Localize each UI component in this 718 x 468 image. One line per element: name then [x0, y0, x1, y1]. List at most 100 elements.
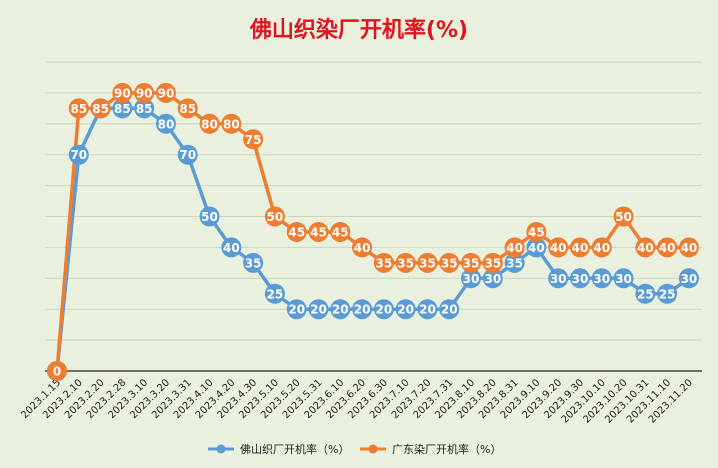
legend-entry: 佛山织厂开机率（%） [240, 442, 349, 456]
data-label: 0 [53, 365, 61, 379]
data-point [243, 252, 264, 273]
data-label: 20 [441, 303, 458, 317]
data-label: 35 [376, 256, 393, 270]
data-label: 30 [484, 272, 501, 286]
data-point [286, 299, 307, 320]
data-label: 85 [136, 102, 153, 116]
data-label: 85 [70, 102, 87, 116]
legend-marker [216, 444, 226, 454]
data-label: 50 [615, 210, 632, 224]
data-point [112, 82, 133, 103]
data-label: 80 [223, 117, 240, 131]
data-point [613, 206, 634, 227]
data-label: 85 [92, 102, 109, 116]
data-point [352, 237, 373, 258]
data-point [461, 252, 482, 273]
data-point [417, 252, 438, 273]
data-point [221, 237, 242, 258]
data-point [657, 237, 678, 258]
data-label: 40 [506, 241, 523, 255]
data-label: 20 [332, 303, 349, 317]
data-label: 30 [463, 272, 480, 286]
data-label: 35 [419, 256, 436, 270]
data-point [395, 252, 416, 273]
data-label: 80 [158, 117, 175, 131]
data-point [569, 268, 590, 289]
legend-marker [368, 444, 378, 454]
data-label: 20 [419, 303, 436, 317]
data-point [591, 237, 612, 258]
data-point [177, 144, 198, 165]
data-point [286, 221, 307, 242]
data-point [591, 268, 612, 289]
data-label: 50 [267, 210, 284, 224]
data-label: 25 [637, 287, 654, 301]
data-label: 35 [506, 256, 523, 270]
data-label: 30 [615, 272, 632, 286]
data-point [569, 237, 590, 258]
data-label: 40 [572, 241, 589, 255]
data-point [373, 299, 394, 320]
data-point [613, 268, 634, 289]
data-point [68, 144, 89, 165]
data-point [678, 237, 699, 258]
data-label: 40 [223, 241, 240, 255]
data-point [112, 98, 133, 119]
data-label: 25 [267, 287, 284, 301]
data-point [330, 299, 351, 320]
data-label: 90 [158, 86, 175, 100]
data-label: 35 [484, 256, 501, 270]
data-point [373, 252, 394, 273]
legend-entry: 广东染厂开机率（%） [392, 442, 501, 456]
data-point [504, 237, 525, 258]
data-point [482, 252, 503, 273]
data-point [264, 206, 285, 227]
chart-title: 佛山织染厂开机率(%) [249, 18, 469, 43]
data-label: 25 [659, 287, 676, 301]
data-point [221, 113, 242, 134]
data-label: 30 [550, 272, 567, 286]
data-label: 30 [593, 272, 610, 286]
data-point [177, 98, 198, 119]
data-point [526, 221, 547, 242]
series-line [55, 91, 689, 372]
data-label: 45 [310, 225, 327, 239]
data-point [264, 283, 285, 304]
data-point [548, 237, 569, 258]
data-point [352, 299, 373, 320]
data-point [395, 299, 416, 320]
data-label: 35 [441, 256, 458, 270]
data-point [199, 113, 220, 134]
data-point [482, 268, 503, 289]
data-point [657, 283, 678, 304]
data-point [439, 299, 460, 320]
data-label: 70 [179, 148, 196, 162]
data-label: 45 [288, 225, 305, 239]
data-label: 90 [114, 86, 131, 100]
data-label: 40 [593, 241, 610, 255]
data-label: 35 [463, 256, 480, 270]
data-label: 50 [201, 210, 218, 224]
data-label: 20 [397, 303, 414, 317]
data-label: 90 [136, 86, 153, 100]
data-point [68, 98, 89, 119]
data-point [678, 268, 699, 289]
data-point [134, 82, 155, 103]
data-point [461, 268, 482, 289]
data-label: 30 [681, 272, 698, 286]
data-label: 40 [637, 241, 654, 255]
series-line [55, 106, 690, 372]
data-point [526, 237, 547, 258]
data-point [308, 299, 329, 320]
data-label: 40 [550, 241, 567, 255]
data-point [155, 113, 176, 134]
data-point [635, 283, 656, 304]
data-label: 35 [397, 256, 414, 270]
data-label: 45 [528, 225, 545, 239]
data-label: 20 [288, 303, 305, 317]
data-label: 40 [528, 241, 545, 255]
data-label: 40 [354, 241, 371, 255]
data-label: 85 [179, 102, 196, 116]
data-label: 40 [659, 241, 676, 255]
